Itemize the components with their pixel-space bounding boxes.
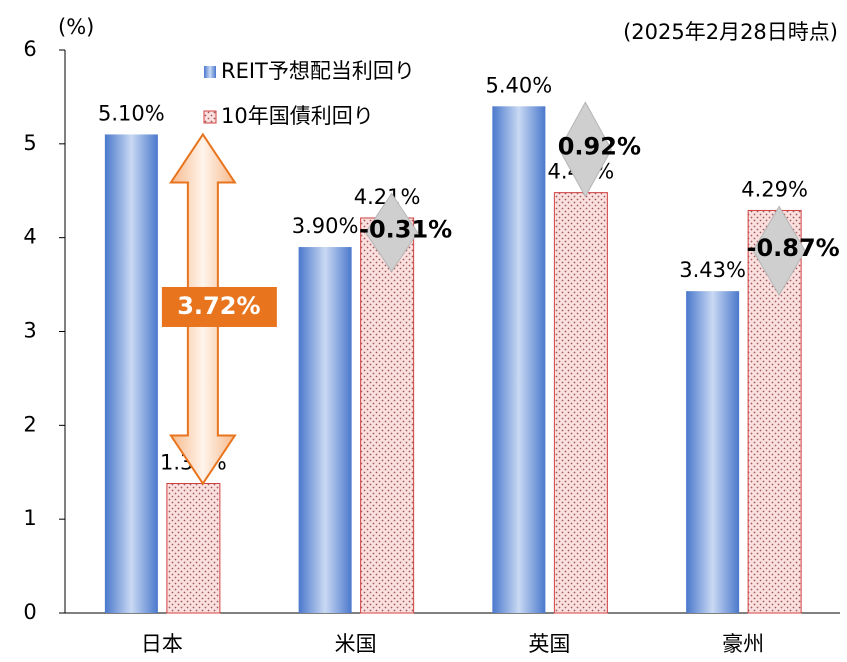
x-tick-label: 米国 bbox=[335, 632, 377, 656]
x-tick-label: 豪州 bbox=[722, 632, 764, 656]
legend-label: REIT予想配当利回り bbox=[221, 59, 415, 83]
bar bbox=[166, 483, 221, 614]
x-tick-label: 日本 bbox=[141, 632, 183, 656]
value-label: 5.10% bbox=[98, 101, 165, 125]
bar bbox=[360, 217, 415, 614]
bar bbox=[492, 106, 546, 614]
note: (2025年2月28日時点) bbox=[623, 20, 838, 44]
spread-box bbox=[161, 286, 277, 327]
value-label: 5.40% bbox=[486, 73, 553, 97]
legend-swatch bbox=[204, 66, 216, 78]
bar bbox=[104, 134, 158, 613]
legend-label: 10年国債利回り bbox=[221, 104, 374, 128]
value-label: 3.90% bbox=[292, 214, 359, 238]
y-tick-label: 5 bbox=[23, 131, 36, 155]
spread-diamond bbox=[752, 205, 806, 297]
y-tick-label: 2 bbox=[23, 412, 36, 436]
y-tick-label: 0 bbox=[23, 600, 36, 624]
y-tick-label: 4 bbox=[23, 225, 36, 249]
bar bbox=[553, 192, 608, 614]
y-tick-label: 3 bbox=[23, 319, 36, 343]
spread-label: 0.92% bbox=[558, 132, 641, 160]
y-tick-label: 1 bbox=[23, 506, 36, 530]
spread-label: 3.72% bbox=[177, 292, 260, 320]
value-label: 4.29% bbox=[741, 177, 808, 201]
spread-label: -0.87% bbox=[747, 234, 840, 262]
spread-diamond bbox=[558, 101, 612, 198]
spread-label: -0.31% bbox=[359, 216, 452, 244]
y-unit-label: (%) bbox=[58, 15, 94, 39]
x-tick-label: 英国 bbox=[528, 632, 570, 656]
spread-diamond bbox=[365, 192, 419, 273]
y-tick-label: 6 bbox=[23, 37, 36, 61]
bar bbox=[686, 291, 740, 613]
value-label: 3.43% bbox=[679, 258, 746, 282]
legend-swatch bbox=[203, 110, 217, 124]
bar bbox=[298, 247, 352, 614]
